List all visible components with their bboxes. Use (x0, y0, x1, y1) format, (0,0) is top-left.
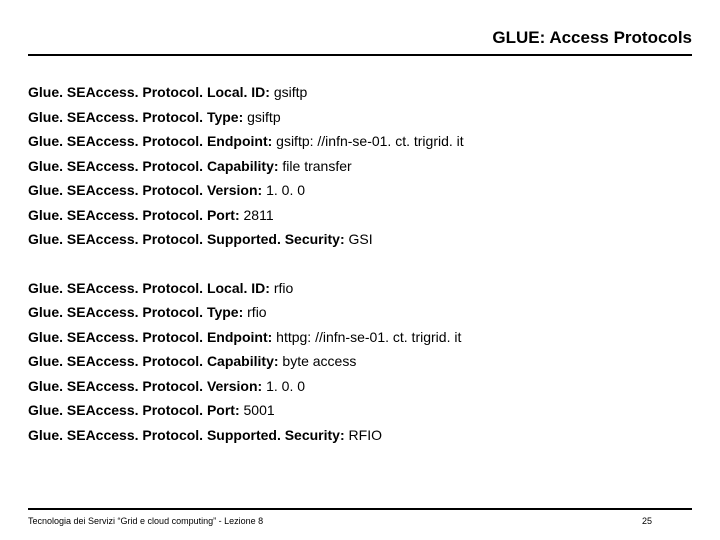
attribute-row: Glue. SEAccess. Protocol. Version: 1. 0.… (28, 374, 692, 399)
attribute-value: 1. 0. 0 (266, 378, 305, 394)
attribute-value: RFIO (349, 427, 382, 443)
attribute-label: Glue. SEAccess. Protocol. Type: (28, 109, 247, 125)
attribute-value: byte access (282, 353, 356, 369)
attribute-label: Glue. SEAccess. Protocol. Port: (28, 402, 244, 418)
attribute-value: rfio (247, 304, 266, 320)
attribute-value: httpg: //infn-se-01. ct. trigrid. it (276, 329, 461, 345)
attribute-row: Glue. SEAccess. Protocol. Port: 2811 (28, 203, 692, 228)
attribute-value: rfio (274, 280, 293, 296)
attribute-label: Glue. SEAccess. Protocol. Supported. Sec… (28, 427, 349, 443)
attribute-row: Glue. SEAccess. Protocol. Supported. Sec… (28, 227, 692, 252)
attribute-value: gsiftp: //infn-se-01. ct. trigrid. it (276, 133, 464, 149)
attribute-row: Glue. SEAccess. Protocol. Type: rfio (28, 300, 692, 325)
attribute-label: Glue. SEAccess. Protocol. Local. ID: (28, 280, 274, 296)
attribute-row: Glue. SEAccess. Protocol. Local. ID: gsi… (28, 80, 692, 105)
attribute-label: Glue. SEAccess. Protocol. Supported. Sec… (28, 231, 349, 247)
page-title: GLUE: Access Protocols (28, 28, 692, 48)
attribute-row: Glue. SEAccess. Protocol. Capability: by… (28, 349, 692, 374)
attribute-row: Glue. SEAccess. Protocol. Endpoint: http… (28, 325, 692, 350)
attribute-label: Glue. SEAccess. Protocol. Capability: (28, 353, 282, 369)
attribute-row: Glue. SEAccess. Protocol. Local. ID: rfi… (28, 276, 692, 301)
attribute-label: Glue. SEAccess. Protocol. Capability: (28, 158, 282, 174)
content-area: Glue. SEAccess. Protocol. Local. ID: gsi… (28, 80, 692, 447)
block-spacer (28, 252, 692, 276)
attribute-label: Glue. SEAccess. Protocol. Version: (28, 378, 266, 394)
footer-left: Tecnologia dei Servizi “Grid e cloud com… (28, 516, 263, 526)
attribute-row: Glue. SEAccess. Protocol. Version: 1. 0.… (28, 178, 692, 203)
attribute-value: file transfer (282, 158, 351, 174)
attribute-value: GSI (349, 231, 373, 247)
attribute-value: gsiftp (247, 109, 280, 125)
attribute-value: 2811 (244, 207, 274, 223)
attribute-label: Glue. SEAccess. Protocol. Local. ID: (28, 84, 274, 100)
attribute-value: gsiftp (274, 84, 307, 100)
attribute-label: Glue. SEAccess. Protocol. Version: (28, 182, 266, 198)
slide: GLUE: Access Protocols Glue. SEAccess. P… (0, 0, 720, 540)
attribute-label: Glue. SEAccess. Protocol. Endpoint: (28, 329, 276, 345)
attribute-label: Glue. SEAccess. Protocol. Port: (28, 207, 244, 223)
attribute-row: Glue. SEAccess. Protocol. Endpoint: gsif… (28, 129, 692, 154)
attribute-label: Glue. SEAccess. Protocol. Type: (28, 304, 247, 320)
title-underline (28, 54, 692, 56)
side-stripe (0, 0, 18, 540)
footer-page: 25 (642, 516, 652, 526)
attribute-label: Glue. SEAccess. Protocol. Endpoint: (28, 133, 276, 149)
attribute-row: Glue. SEAccess. Protocol. Port: 5001 (28, 398, 692, 423)
attribute-row: Glue. SEAccess. Protocol. Type: gsiftp (28, 105, 692, 130)
footer: Tecnologia dei Servizi “Grid e cloud com… (28, 508, 692, 526)
attribute-row: Glue. SEAccess. Protocol. Supported. Sec… (28, 423, 692, 448)
attribute-value: 1. 0. 0 (266, 182, 305, 198)
attribute-row: Glue. SEAccess. Protocol. Capability: fi… (28, 154, 692, 179)
attribute-value: 5001 (244, 402, 275, 418)
